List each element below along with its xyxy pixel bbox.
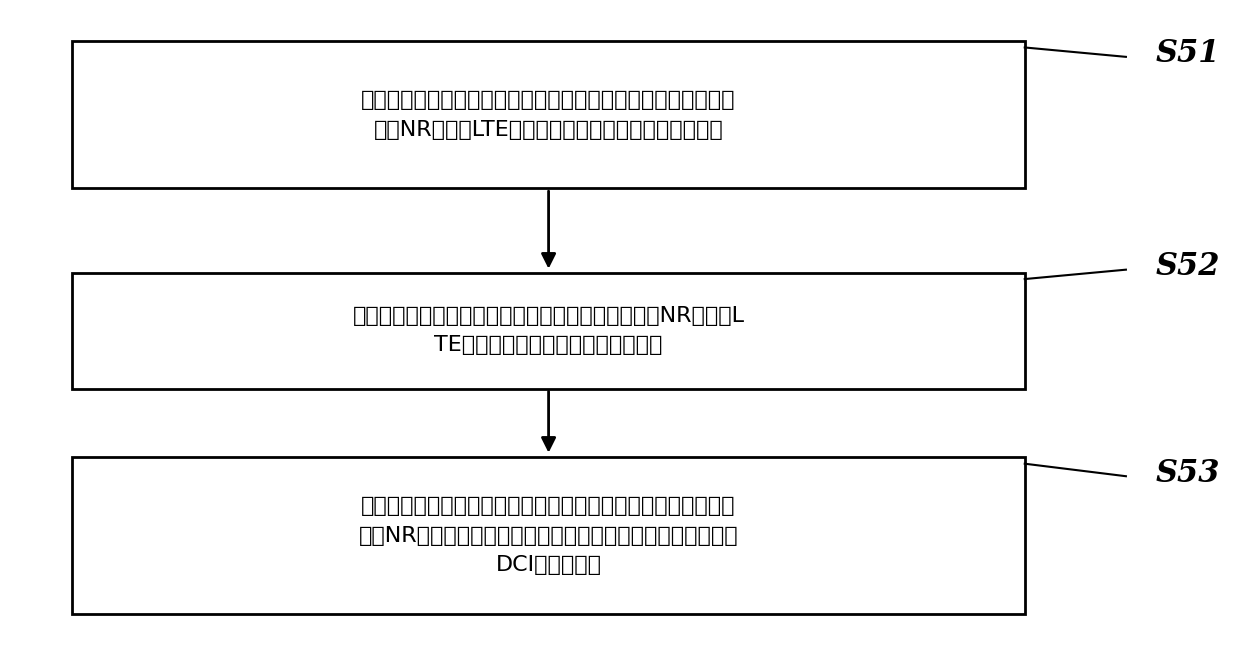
Text: 终端接收基站根据上报信息反馈的指示信息，并根据指示信息调
整在NR系统中的上行最大发射功率，指示信息为下行控制信息
DCI或高层信令: 终端接收基站根据上报信息反馈的指示信息，并根据指示信息调 整在NR系统中的上行最…: [358, 496, 738, 575]
Text: S51: S51: [1156, 38, 1220, 69]
Text: S53: S53: [1156, 458, 1220, 488]
Text: S52: S52: [1156, 251, 1220, 282]
Bar: [72, 273, 1024, 389]
Text: 终端接收基站发送的半静态的功率配置信息，并根据功率配置信
息对NR系统及LTE系统中的上行最大发射功率进行配置: 终端接收基站发送的半静态的功率配置信息，并根据功率配置信 息对NR系统及LTE系…: [361, 90, 735, 140]
Text: 终端向基站发送上报信息；其中，上报信息用于表征NR系统及L
TE系统中的上行发射功率的使用状态: 终端向基站发送上报信息；其中，上报信息用于表征NR系统及L TE系统中的上行发射…: [352, 306, 744, 355]
Bar: [72, 41, 1024, 188]
Bar: [72, 458, 1024, 614]
